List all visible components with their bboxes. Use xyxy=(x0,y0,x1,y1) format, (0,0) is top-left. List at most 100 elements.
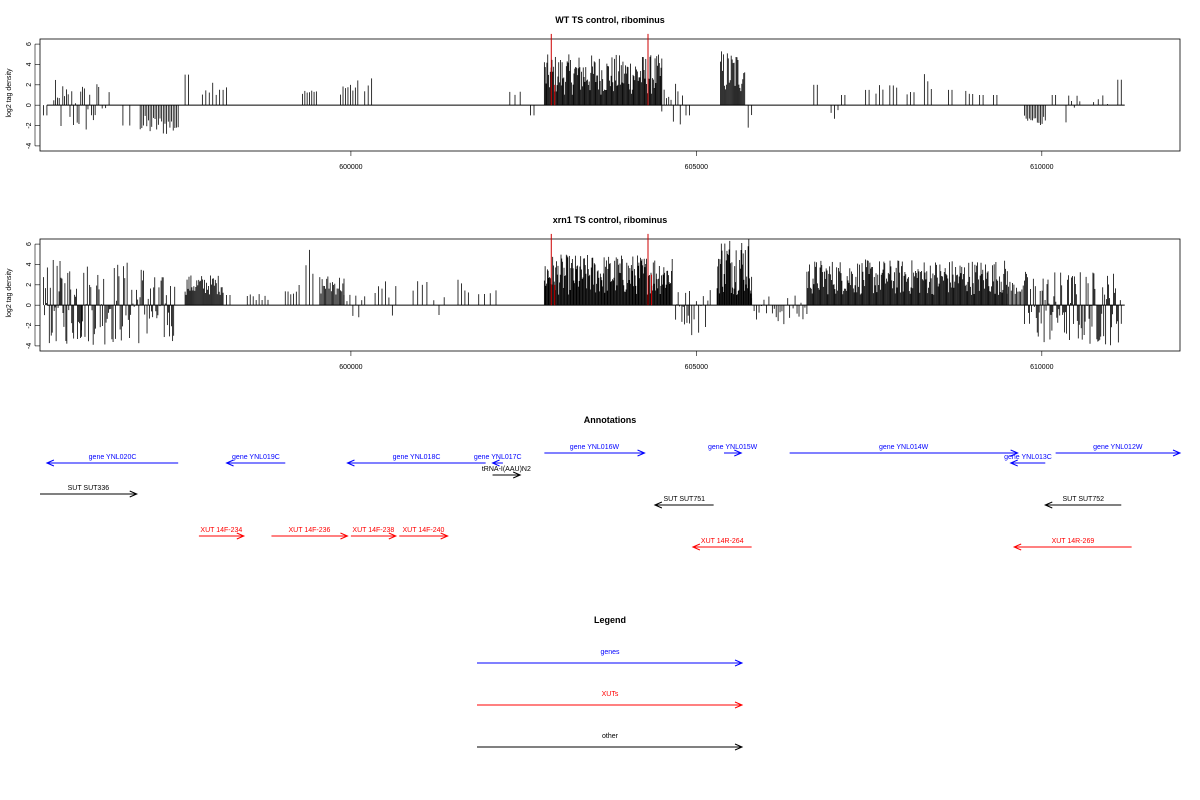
feature-label: SUT SUT751 xyxy=(664,496,706,503)
feature-label: SUT SUT336 xyxy=(68,485,110,492)
annotation-feature: gene YNL017C xyxy=(474,454,522,467)
x-tick-label: 605000 xyxy=(685,164,708,171)
annotation-feature: gene YNL014W xyxy=(789,444,1019,457)
y-tick-label: 6 xyxy=(26,242,33,246)
annotation-feature: gene YNL019C xyxy=(225,454,286,467)
arrowhead-icon xyxy=(225,459,234,467)
feature-label: XUT 14R-269 xyxy=(1052,538,1095,545)
arrowhead-icon xyxy=(653,501,663,509)
feature-label: gene YNL013C xyxy=(1004,454,1052,461)
annotation-feature: SUT SUT751 xyxy=(653,496,714,509)
xrn1-track-bars xyxy=(43,233,1125,346)
legend-items: genes XUTs other xyxy=(477,649,744,751)
wt-track-title: WT TS control, ribominus xyxy=(555,15,665,25)
arrowhead-icon xyxy=(1010,449,1019,457)
x-tick-label: 610000 xyxy=(1030,364,1053,371)
arrowhead-icon xyxy=(734,743,744,751)
annotation-feature: XUT 14R-264 xyxy=(691,538,752,551)
feature-label: gene YNL016W xyxy=(570,444,620,451)
annotation-feature: tRNA-I(AAU)N2 xyxy=(482,466,531,479)
annotations-panel: Annotations gene YNL020C gene YNL019C gene… xyxy=(40,415,1182,551)
annotation-feature: gene YNL013C xyxy=(1004,454,1052,467)
wt-track-y-axis: -4 -2 0 2 4 6 xyxy=(26,42,40,149)
arrowhead-icon xyxy=(734,449,743,457)
annotation-feature: SUT SUT336 xyxy=(40,485,138,498)
xrn1-track-x-axis: 600000 605000 610000 xyxy=(339,351,1054,371)
y-tick-label: 0 xyxy=(26,303,33,307)
arrowhead-icon xyxy=(1044,501,1053,509)
arrowhead-icon xyxy=(388,532,398,540)
feature-label: SUT SUT752 xyxy=(1063,496,1105,503)
legend-item: other xyxy=(477,733,744,751)
wt-track-plot-frame xyxy=(39,38,1181,152)
feature-label: gene YNL020C xyxy=(89,454,137,461)
y-tick-label: 0 xyxy=(26,103,33,107)
feature-label: XUT 14F-238 xyxy=(352,527,394,534)
arrowhead-icon xyxy=(346,459,355,467)
y-tick-label: -4 xyxy=(26,343,33,349)
arrowhead-icon xyxy=(45,459,55,467)
y-tick-label: 2 xyxy=(26,83,33,87)
wt-track-x-axis: 600000 605000 610000 xyxy=(339,151,1054,171)
xrn1-track-ylabel: log2 tag density xyxy=(6,268,13,318)
xrn1-track-plot-frame xyxy=(39,238,1181,352)
x-tick-label: 600000 xyxy=(339,164,362,171)
feature-label: gene YNL019C xyxy=(232,454,280,461)
feature-label: gene YNL015W xyxy=(708,444,758,451)
xrn1-track-y-axis: -4 -2 0 2 4 6 xyxy=(26,242,40,349)
x-tick-label: 600000 xyxy=(339,364,362,371)
annotation-feature: XUT 14F-238 xyxy=(350,527,398,540)
wt-track-panel: WT TS control, ribominus log2 tag densit… xyxy=(6,15,1181,171)
arrowhead-icon xyxy=(340,532,349,540)
arrowhead-icon xyxy=(440,532,449,540)
legend-label: genes xyxy=(600,649,620,656)
x-tick-label: 605000 xyxy=(685,364,708,371)
feature-label: XUT 14R-264 xyxy=(701,538,744,545)
legend-panel: Legend genes XUTs other xyxy=(477,615,744,751)
annotation-feature: XUT 14F-234 xyxy=(198,527,246,540)
arrowhead-icon xyxy=(1012,543,1022,551)
y-tick-label: -4 xyxy=(26,143,33,149)
arrowhead-icon xyxy=(512,471,522,479)
feature-label: tRNA-I(AAU)N2 xyxy=(482,466,531,473)
arrowhead-icon xyxy=(491,459,500,467)
feature-label: gene YNL012W xyxy=(1093,444,1143,451)
feature-label: gene YNL018C xyxy=(393,454,441,461)
annotation-feature: gene YNL018C xyxy=(346,454,486,467)
feature-label: XUT 14F-236 xyxy=(289,527,331,534)
arrowhead-icon xyxy=(1172,449,1182,457)
legend-item: XUTs xyxy=(477,691,744,709)
y-tick-label: 4 xyxy=(26,62,33,66)
annotation-feature: SUT SUT752 xyxy=(1044,496,1122,509)
legend-title: Legend xyxy=(594,615,626,625)
wt-track-ylabel: log2 tag density xyxy=(6,68,13,118)
arrowhead-icon xyxy=(691,543,701,551)
annotation-feature: XUT 14F-240 xyxy=(399,527,449,540)
xrn1-track-title: xrn1 TS control, ribominus xyxy=(553,215,668,225)
annotation-feature: gene YNL016W xyxy=(544,444,646,457)
y-tick-label: -2 xyxy=(26,122,33,128)
legend-label: XUTs xyxy=(602,691,619,698)
y-tick-label: 2 xyxy=(26,283,33,287)
annotation-feature: gene YNL015W xyxy=(708,444,758,457)
annotation-feature: gene YNL012W xyxy=(1055,444,1182,457)
arrowhead-icon xyxy=(637,449,646,457)
annotation-feature: XUT 14R-269 xyxy=(1012,538,1132,551)
arrowhead-icon xyxy=(236,532,246,540)
arrowhead-icon xyxy=(734,659,744,667)
legend-item: genes xyxy=(477,649,744,667)
arrowhead-icon xyxy=(1009,459,1018,467)
feature-label: gene YNL017C xyxy=(474,454,522,461)
legend-label: other xyxy=(602,733,619,740)
annotation-features: gene YNL020C gene YNL019C gene YNL018C gene… xyxy=(40,444,1182,551)
wt-track-bars xyxy=(43,33,1125,134)
y-tick-label: 6 xyxy=(26,42,33,46)
annotation-feature: XUT 14F-236 xyxy=(271,527,349,540)
xrn1-track-panel: xrn1 TS control, ribominus log2 tag dens… xyxy=(6,215,1181,371)
y-tick-label: 4 xyxy=(26,262,33,266)
annotations-title: Annotations xyxy=(584,415,637,425)
annotation-feature: gene YNL020C xyxy=(45,454,179,467)
arrowhead-icon xyxy=(129,490,138,498)
arrowhead-icon xyxy=(734,701,744,709)
